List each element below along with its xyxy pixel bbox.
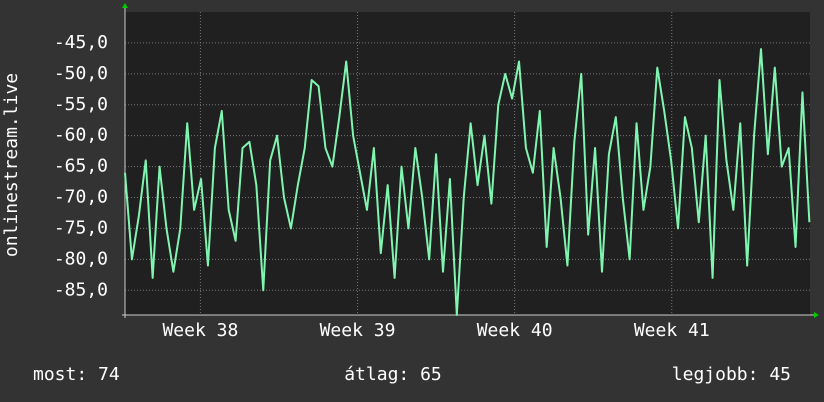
- data-line: [124, 48, 811, 316]
- y-axis-label: onlinestream.live: [1, 73, 22, 257]
- y-tick-label: -55,0: [54, 94, 108, 115]
- y-tick-label: -50,0: [54, 63, 108, 84]
- y-tick-label: -45,0: [54, 32, 108, 53]
- y-tick-label: -80,0: [54, 248, 108, 269]
- footer-average: átlag: 65: [344, 364, 442, 385]
- x-tick-label: Week 38: [162, 320, 238, 341]
- y-tick-label: -65,0: [54, 156, 108, 177]
- y-tick-label: -70,0: [54, 187, 108, 208]
- footer-best: legjobb: 45: [672, 364, 791, 385]
- y-tick-label: -85,0: [54, 279, 108, 300]
- x-tick-label: Week 40: [477, 320, 553, 341]
- x-tick-label: Week 41: [634, 320, 710, 341]
- y-tick-label: -75,0: [54, 217, 108, 238]
- y-tick-label: -60,0: [54, 125, 108, 146]
- footer-most: most: 74: [33, 364, 120, 385]
- x-axis-arrow: [814, 312, 819, 318]
- x-tick-label: Week 39: [320, 320, 396, 341]
- y-axis-arrow: [122, 3, 128, 8]
